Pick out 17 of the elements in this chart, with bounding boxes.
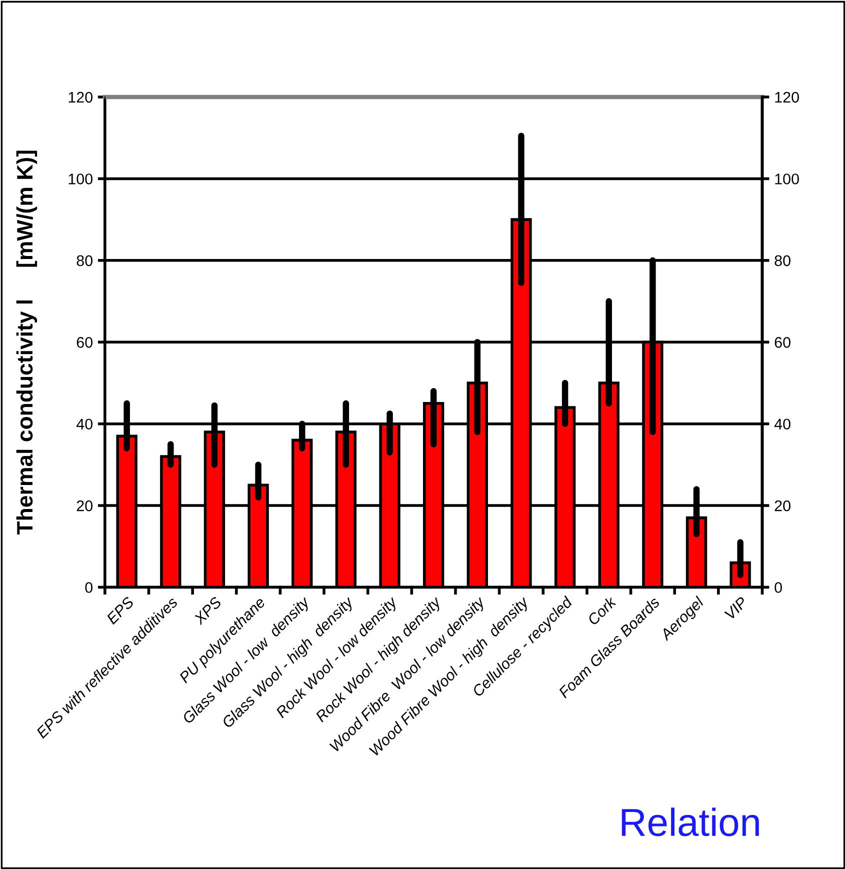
y-tick-label: 20 (76, 500, 93, 512)
y-axis-title: Thermal conductivity l [mW/(m K)] (16, 150, 38, 534)
y-tick-label: 60 (76, 336, 93, 348)
y-tick-label: 80 (76, 255, 93, 266)
y-tick-label: 0 (85, 582, 92, 593)
x-tick-label: VIP (724, 596, 748, 620)
y2-tick-label: 0 (774, 582, 782, 593)
y-tick-label: 100 (68, 174, 93, 184)
y2-tick-label: 40 (774, 418, 790, 430)
text: Relation (622, 808, 759, 836)
y2-tick-label: 20 (774, 500, 790, 512)
y2-tick-label: 60 (774, 336, 790, 348)
y-tick-label: 40 (76, 418, 93, 430)
y2-tick-label: 80 (774, 255, 790, 266)
y2-tick-label: 100 (775, 174, 799, 184)
y-tick-label: 120 (68, 92, 93, 103)
y2-tick-label: 120 (775, 92, 799, 103)
